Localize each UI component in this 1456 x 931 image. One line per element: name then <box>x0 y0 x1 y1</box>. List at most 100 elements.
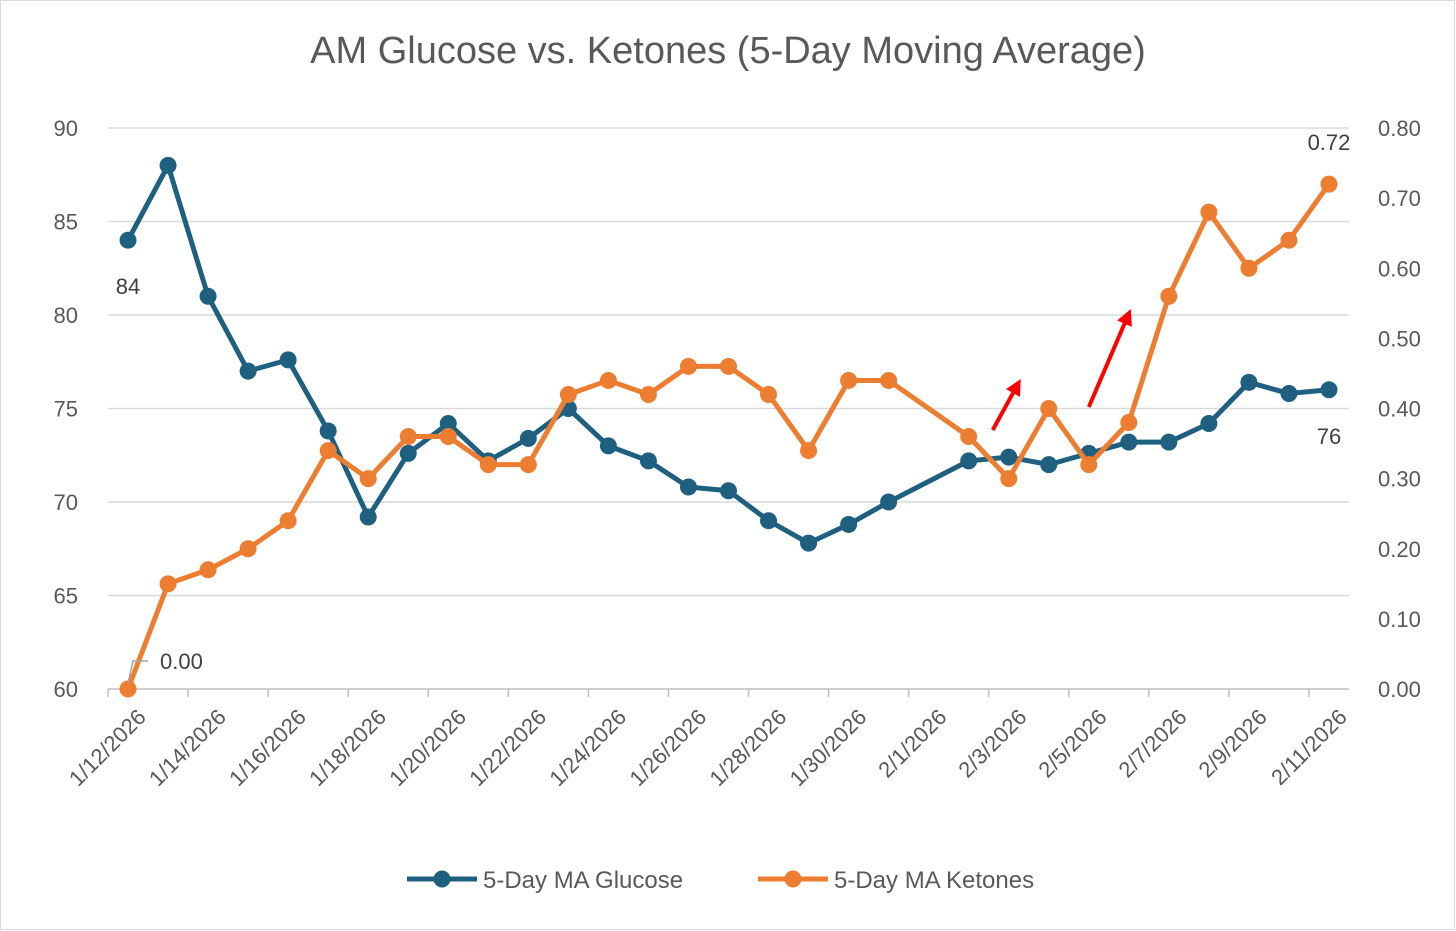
y-left-tick-label: 75 <box>54 397 78 422</box>
5-day-ma-ketones-line <box>125 181 1332 692</box>
annotations <box>990 309 1132 431</box>
red-arrow-line <box>990 392 1015 431</box>
5-day-ma-ketones-point <box>679 357 697 375</box>
5-day-ma-ketones-point <box>439 428 457 446</box>
y-right-tick-label: 0.60 <box>1378 256 1421 281</box>
5-day-ma-ketones-point <box>1000 470 1018 488</box>
5-day-ma-ketones-point <box>559 385 577 403</box>
x-tick-label: 2/3/2026 <box>953 704 1031 782</box>
5-day-ma-glucose-point <box>1000 448 1018 466</box>
x-tick-label: 1/22/2026 <box>464 704 551 791</box>
y-right-tick-label: 0.20 <box>1378 537 1421 562</box>
5-day-ma-ketones-point <box>319 442 337 460</box>
legend-marker-5-day-ma-glucose <box>433 870 451 888</box>
5-day-ma-glucose-point <box>519 429 537 447</box>
5-day-ma-glucose-point <box>679 478 697 496</box>
legend-label-5-day-ma-glucose: 5-Day MA Glucose <box>483 867 683 894</box>
5-day-ma-glucose-point <box>199 287 217 305</box>
5-day-ma-ketones-point <box>1040 400 1058 417</box>
5-day-ma-glucose-point <box>159 156 177 174</box>
series <box>119 156 1338 698</box>
x-tick-label: 2/9/2026 <box>1194 704 1272 782</box>
5-day-ma-ketones-point <box>800 442 818 460</box>
y-right-tick-label: 0.30 <box>1378 467 1421 492</box>
5-day-ma-glucose-point <box>1160 433 1178 451</box>
5-day-ma-glucose-point <box>399 444 417 462</box>
5-day-ma-glucose-point <box>239 362 257 380</box>
5-day-ma-glucose-point <box>599 437 617 455</box>
5-day-ma-ketones-point <box>1160 287 1178 305</box>
5-day-ma-ketones-point <box>1280 231 1298 249</box>
5-day-ma-ketones-point <box>1240 259 1258 277</box>
5-day-ma-ketones-point <box>359 470 377 488</box>
5-day-ma-ketones-point <box>239 540 257 558</box>
y-right-tick-label: 0.50 <box>1378 326 1421 351</box>
y-left-tick-label: 70 <box>54 490 78 515</box>
5-day-ma-ketones-point <box>1120 414 1138 432</box>
y-left-tick-label: 90 <box>54 116 78 141</box>
5-day-ma-ketones-point <box>1320 175 1338 193</box>
data-labels: 84 76 0.00 0.72 <box>116 130 1351 684</box>
5-day-ma-ketones-point <box>399 428 417 446</box>
x-tick-label: 1/28/2026 <box>704 704 791 791</box>
5-day-ma-glucose-point <box>960 452 978 470</box>
5-day-ma-ketones-point <box>840 371 858 389</box>
5-day-ma-glucose-point <box>840 515 858 533</box>
x-tick-label: 2/5/2026 <box>1033 704 1111 782</box>
5-day-ma-ketones-point <box>119 680 137 698</box>
x-tick-label: 1/16/2026 <box>224 704 311 791</box>
5-day-ma-ketones-point <box>880 371 898 389</box>
5-day-ma-glucose-point <box>880 493 898 511</box>
data-label: 76 <box>1317 424 1341 449</box>
leader-line <box>127 660 149 684</box>
5-day-ma-glucose-point <box>1040 456 1058 474</box>
y-right-tick-label: 0.80 <box>1378 116 1421 141</box>
5-day-ma-glucose-point <box>1240 373 1258 391</box>
y-right-tick-label: 0.40 <box>1378 397 1421 422</box>
5-day-ma-ketones-point <box>960 428 978 446</box>
x-tick-label: 2/7/2026 <box>1113 704 1191 782</box>
5-day-ma-glucose-point <box>720 482 737 500</box>
x-tick-label: 1/24/2026 <box>544 704 631 791</box>
legend-marker-5-day-ma-ketones <box>784 870 802 888</box>
data-label: 84 <box>116 274 140 299</box>
5-day-ma-ketones-point <box>479 456 497 474</box>
data-label: 0.72 <box>1308 130 1351 155</box>
data-label: 0.00 <box>160 649 203 674</box>
5-day-ma-glucose-point <box>1320 381 1338 399</box>
5-day-ma-glucose-point <box>1280 385 1298 403</box>
5-day-ma-glucose-point <box>639 452 657 470</box>
5-day-ma-ketones-point <box>639 385 657 403</box>
x-tick-label: 1/26/2026 <box>624 704 711 791</box>
5-day-ma-glucose-point <box>319 422 337 440</box>
y-right-tick-label: 0.70 <box>1378 186 1421 211</box>
y-left-tick-label: 85 <box>54 210 78 235</box>
x-tick-label: 1/14/2026 <box>144 704 231 791</box>
y-right-tick-label: 0.10 <box>1378 607 1421 632</box>
y-left-tick-label: 65 <box>54 584 78 609</box>
5-day-ma-glucose-point <box>279 351 297 369</box>
5-day-ma-ketones-point <box>720 357 737 375</box>
5-day-ma-glucose-point <box>800 534 818 552</box>
5-day-ma-glucose-point <box>119 231 137 249</box>
y-left-tick-label: 60 <box>54 677 78 702</box>
x-tick-label: 2/11/2026 <box>1266 704 1352 790</box>
5-day-ma-ketones-point <box>1200 203 1218 221</box>
5-day-ma-ketones-point <box>279 512 297 530</box>
5-day-ma-ketones-point <box>1080 456 1098 474</box>
legend-label-5-day-ma-ketones: 5-Day MA Ketones <box>834 867 1034 894</box>
red-arrow-head <box>1117 309 1132 327</box>
x-tick-label: 1/18/2026 <box>304 704 391 791</box>
x-tick-label: 1/30/2026 <box>785 704 872 791</box>
axes: 60 65 70 75 80 85 90 0.00 0.10 0.20 0.30 0.40 0.50 0.… <box>54 116 1421 791</box>
x-tick-label: 1/20/2026 <box>384 704 471 791</box>
5-day-ma-ketones-point <box>599 371 617 389</box>
y-right-tick-label: 0.00 <box>1378 677 1421 702</box>
red-arrow-head <box>1006 379 1021 397</box>
5-day-ma-ketones-point <box>519 456 537 474</box>
legend: 5-Day MA Glucose 5-Day MA Ketones <box>407 867 1034 894</box>
5-day-ma-ketones-point <box>159 575 177 593</box>
5-day-ma-glucose-point <box>1120 433 1138 451</box>
